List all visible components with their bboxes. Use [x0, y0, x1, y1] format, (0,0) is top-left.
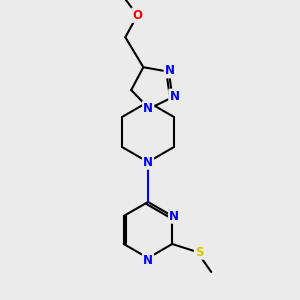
- Text: N: N: [143, 102, 153, 115]
- Text: N: N: [165, 64, 175, 77]
- Text: O: O: [132, 9, 142, 22]
- Text: N: N: [169, 90, 179, 103]
- Text: N: N: [143, 254, 153, 266]
- Text: N: N: [169, 209, 179, 223]
- Text: N: N: [143, 155, 153, 169]
- Text: S: S: [195, 245, 203, 259]
